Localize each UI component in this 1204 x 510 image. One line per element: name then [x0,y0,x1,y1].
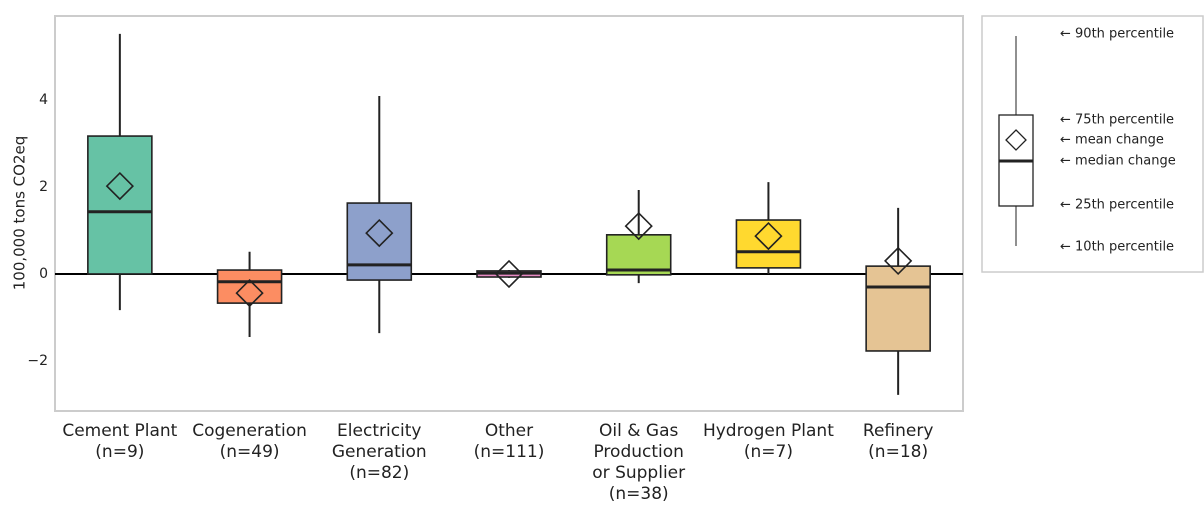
x-tick-label: or Supplier [592,463,685,483]
mean-marker [754,221,783,251]
mean-marker [494,259,524,289]
x-tick-label: (n=18) [868,442,928,462]
x-tick-label: Generation [332,442,427,462]
legend-frame [981,15,1204,273]
x-tick-label: Electricity [337,421,421,441]
box [346,202,413,281]
box [87,135,153,275]
mean-marker [235,278,264,308]
plot-frame [54,15,964,412]
y-tick-label: 4 [39,92,48,108]
y-tick-label: −2 [27,353,48,369]
mean-marker [624,211,653,241]
box [216,269,283,304]
x-tick-label: (n=111) [474,442,545,462]
x-tick-label: (n=7) [744,442,793,462]
x-tick-label: (n=38) [609,484,669,504]
x-tick-label: Other [485,421,533,441]
x-tick-label: Cogeneration [192,421,307,441]
box [865,265,931,352]
y-axis-label: 100,000 tons CO2eq [11,136,29,291]
legend-mean [1005,129,1027,151]
x-tick-label: Cement Plant [62,421,177,441]
legend-label: ← mean change [1060,133,1164,148]
mean-marker [884,246,913,276]
x-tick-label: (n=49) [220,442,280,462]
y-tick-label: 2 [39,179,48,195]
x-tick-label: Production [593,442,683,462]
y-tick-label: 0 [39,266,48,282]
x-tick-label: (n=9) [95,442,144,462]
legend-label: ← 75th percentile [1060,113,1174,128]
x-tick-label: Oil & Gas [599,421,678,441]
legend-label: ← 90th percentile [1060,27,1174,42]
mean-marker [365,218,394,248]
box [735,219,802,269]
x-tick-label: (n=82) [349,463,409,483]
x-tick-label: Hydrogen Plant [703,421,834,441]
legend-label: ← 10th percentile [1060,240,1174,255]
legend-label: ← median change [1060,154,1176,169]
mean-marker [105,171,134,201]
box [605,234,672,276]
legend-label: ← 25th percentile [1060,198,1174,213]
x-tick-label: Refinery [863,421,934,441]
